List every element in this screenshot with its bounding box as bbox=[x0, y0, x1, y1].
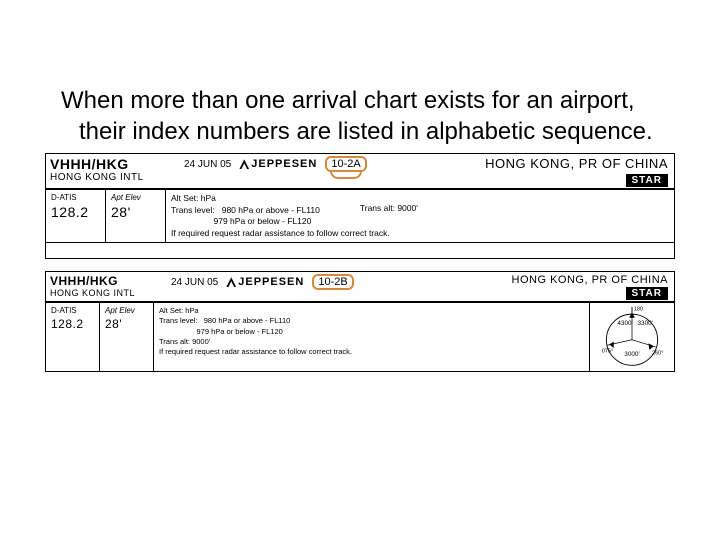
chart2-header: VHHH/HKG HONG KONG INTL 24 JUN 05 JEPPES… bbox=[46, 272, 674, 301]
brg-2: 260° bbox=[652, 351, 663, 357]
alt-set: Alt Set: hPa bbox=[159, 306, 199, 315]
chart-date: 24 JUN 05 bbox=[184, 159, 231, 170]
country-name: HONG KONG, PR OF CHINA bbox=[473, 156, 668, 171]
atis-freq: 128.2 bbox=[51, 317, 94, 331]
radar-note: If required request radar assistance to … bbox=[171, 228, 669, 239]
trans-alt: Trans alt: 9000' bbox=[360, 203, 418, 213]
icao-iata-code: VHHH/HKG bbox=[50, 274, 165, 288]
brg-3: 180 bbox=[634, 307, 643, 313]
msa-alt-3: 3000' bbox=[624, 351, 639, 358]
compass-icon: 4300' 3300' 3000' 075° 260° 180 bbox=[595, 305, 669, 369]
chart-index-number: 10-2A bbox=[325, 156, 366, 172]
chart1-header: VHHH/HKG HONG KONG INTL 24 JUN 05 JEPPES… bbox=[46, 154, 674, 188]
brand-text: JEPPESEN bbox=[238, 276, 304, 288]
caption-text: When more than one arrival chart exists … bbox=[71, 85, 675, 147]
brg-1: 075° bbox=[602, 349, 613, 355]
icao-iata-code: VHHH/HKG bbox=[50, 156, 178, 172]
index-value: 10-2B bbox=[318, 276, 347, 288]
trans-alt: Trans alt: 9000' bbox=[159, 337, 210, 346]
msa-compass: 4300' 3300' 3000' 075° 260° 180 bbox=[590, 303, 674, 371]
airport-name: HONG KONG INTL bbox=[50, 172, 178, 183]
airport-name: HONG KONG INTL bbox=[50, 288, 165, 298]
jeppesen-brand: JEPPESEN bbox=[226, 276, 304, 288]
info-block: Alt Set: hPa Trans level: 980 hPa or abo… bbox=[159, 306, 584, 357]
country-name: HONG KONG, PR OF CHINA bbox=[483, 274, 668, 286]
atis-freq: 128.2 bbox=[51, 204, 100, 220]
index-value: 10-2A bbox=[331, 158, 360, 170]
trans-level-b: 979 hPa or below - FL120 bbox=[214, 216, 312, 226]
jeppesen-brand: JEPPESEN bbox=[239, 158, 317, 170]
msa-alt-2: 3300' bbox=[637, 320, 652, 327]
highlight-ellipse-icon bbox=[330, 171, 361, 179]
apt-elev-label: Apt Elev bbox=[105, 306, 148, 315]
trans-level-a: 980 hPa or above - FL110 bbox=[222, 205, 320, 215]
star-badge: STAR bbox=[626, 287, 668, 300]
star-badge: STAR bbox=[626, 174, 668, 187]
chart1-lower-area bbox=[46, 242, 674, 258]
brand-text: JEPPESEN bbox=[251, 158, 317, 170]
info-block: Alt Set: hPa Trans level: 980 hPa or abo… bbox=[171, 193, 669, 239]
trans-level-label: Trans level: bbox=[159, 316, 198, 325]
arrival-chart-2: VHHH/HKG HONG KONG INTL 24 JUN 05 JEPPES… bbox=[45, 271, 675, 372]
atis-label: D-ATIS bbox=[51, 193, 100, 202]
arrival-chart-1: VHHH/HKG HONG KONG INTL 24 JUN 05 JEPPES… bbox=[45, 153, 675, 259]
apt-elev-label: Apt Elev bbox=[111, 193, 160, 202]
chart-index-number: 10-2B bbox=[312, 274, 353, 290]
apt-elev-value: 28' bbox=[111, 204, 160, 220]
apt-elev-value: 28' bbox=[105, 317, 148, 331]
chart-date: 24 JUN 05 bbox=[171, 277, 218, 288]
alt-set: Alt Set: hPa bbox=[171, 193, 216, 203]
chart1-body: D-ATIS 128.2 Apt Elev 28' Alt Set: hPa T… bbox=[46, 188, 674, 242]
trans-level-b: 979 hPa or below - FL120 bbox=[197, 327, 283, 336]
radar-note: If required request radar assistance to … bbox=[159, 347, 352, 356]
atis-label: D-ATIS bbox=[51, 306, 94, 315]
trans-level-label: Trans level: bbox=[171, 205, 215, 215]
trans-level-a: 980 hPa or above - FL110 bbox=[204, 316, 291, 325]
jeppesen-logo-icon bbox=[239, 159, 249, 169]
chart2-body: D-ATIS 128.2 Apt Elev 28' Alt Set: hPa T… bbox=[46, 301, 674, 371]
msa-alt-1: 4300' bbox=[617, 320, 632, 327]
jeppesen-logo-icon bbox=[226, 277, 236, 287]
